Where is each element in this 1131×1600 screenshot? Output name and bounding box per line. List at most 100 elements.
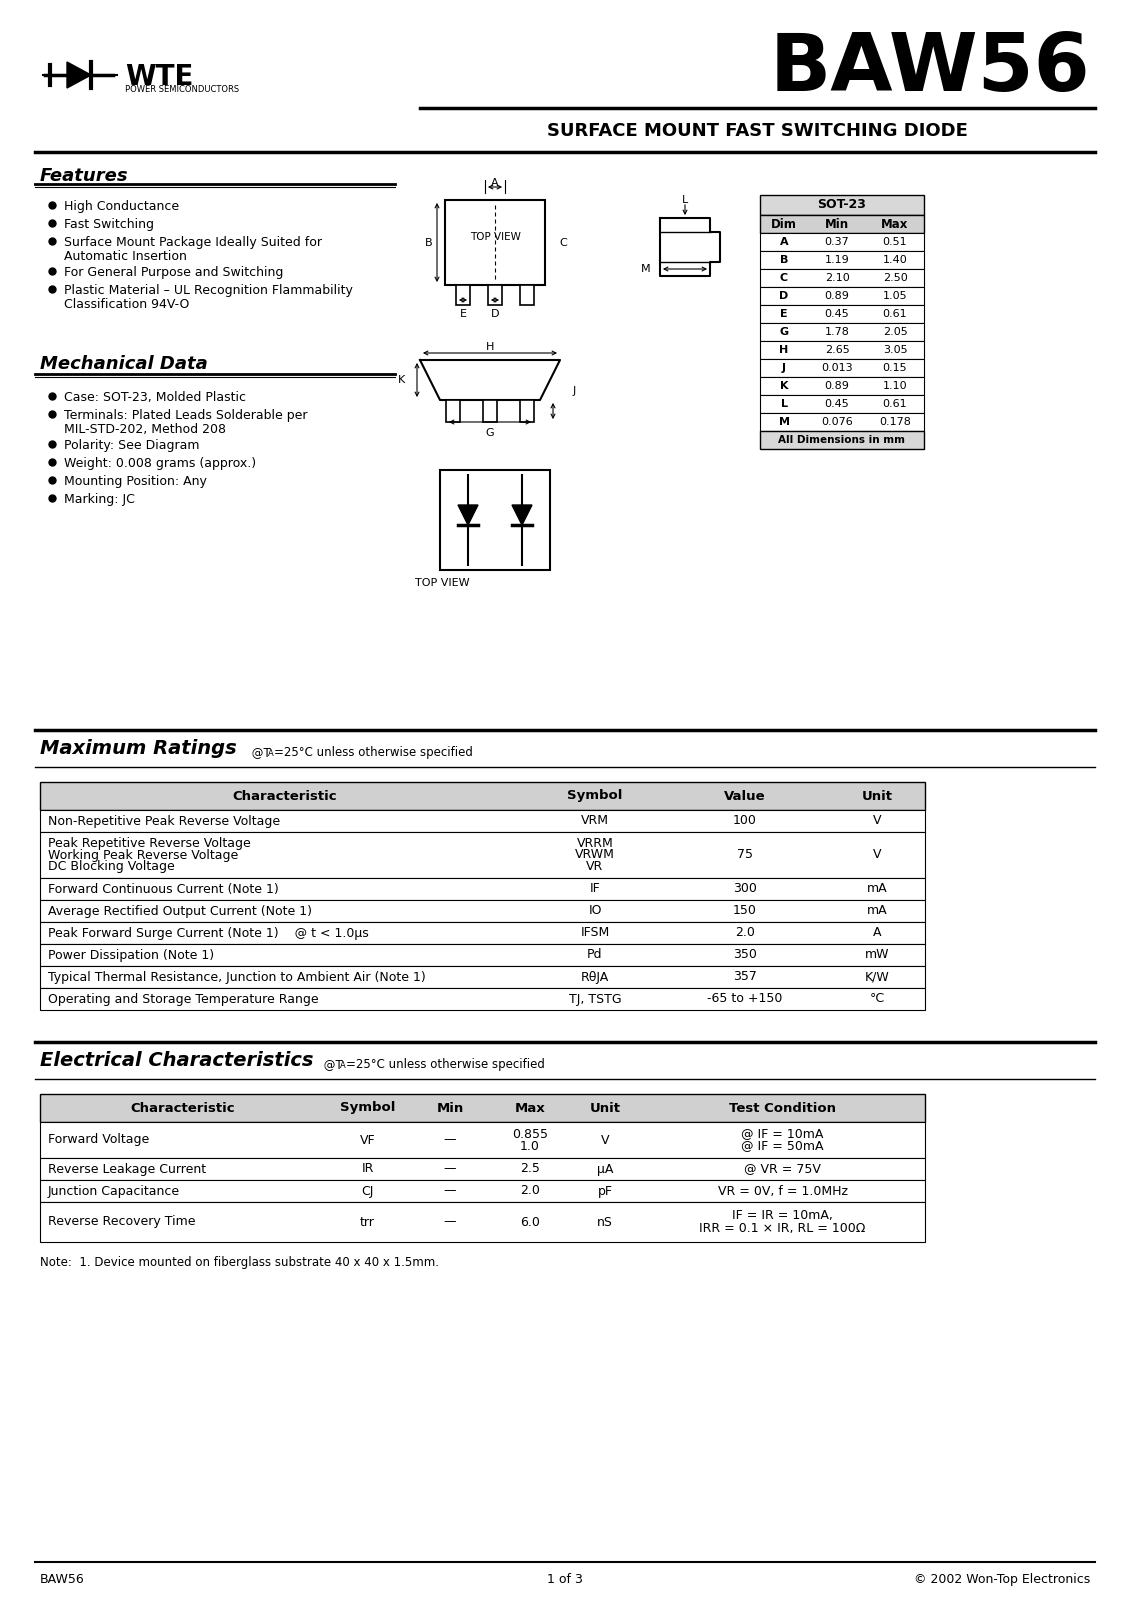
Text: 357: 357 xyxy=(733,971,757,984)
Text: V: V xyxy=(873,848,882,861)
Text: L: L xyxy=(780,398,787,410)
Bar xyxy=(440,470,550,570)
Bar xyxy=(760,358,924,378)
Text: BAW56: BAW56 xyxy=(40,1573,85,1586)
Text: 0.37: 0.37 xyxy=(824,237,849,246)
Text: DC Blocking Voltage: DC Blocking Voltage xyxy=(48,861,175,874)
Text: 0.45: 0.45 xyxy=(824,309,849,318)
Text: A: A xyxy=(873,926,882,939)
Text: mW: mW xyxy=(865,949,890,962)
Text: =25°C unless otherwise specified: =25°C unless otherwise specified xyxy=(274,746,473,758)
Text: —: — xyxy=(443,1133,456,1147)
Bar xyxy=(40,944,925,966)
Text: 1.10: 1.10 xyxy=(882,381,907,390)
Text: Terminals: Plated Leads Solderable per: Terminals: Plated Leads Solderable per xyxy=(64,410,308,422)
Bar xyxy=(40,1158,925,1181)
Text: 2.50: 2.50 xyxy=(882,274,907,283)
Bar xyxy=(487,285,502,306)
Text: IR: IR xyxy=(361,1163,373,1176)
Text: SURFACE MOUNT FAST SWITCHING DIODE: SURFACE MOUNT FAST SWITCHING DIODE xyxy=(546,122,967,141)
Bar xyxy=(760,413,924,430)
Text: 0.89: 0.89 xyxy=(824,291,849,301)
Text: 3.05: 3.05 xyxy=(882,346,907,355)
Text: 1.19: 1.19 xyxy=(824,254,849,266)
Text: G: G xyxy=(485,427,494,438)
Text: B: B xyxy=(425,238,433,248)
Text: 2.5: 2.5 xyxy=(520,1163,539,1176)
Text: SOT-23: SOT-23 xyxy=(818,198,866,211)
Text: A: A xyxy=(268,749,274,758)
Text: IFSM: IFSM xyxy=(580,926,610,939)
Text: IF: IF xyxy=(589,883,601,896)
Text: A: A xyxy=(491,178,499,187)
Bar xyxy=(40,1122,925,1158)
Text: °C: °C xyxy=(870,992,886,1005)
Text: 2.65: 2.65 xyxy=(824,346,849,355)
Text: POWER SEMICONDUCTORS: POWER SEMICONDUCTORS xyxy=(126,85,239,94)
Bar xyxy=(40,832,925,878)
Text: @ VR = 75V: @ VR = 75V xyxy=(744,1163,821,1176)
Text: Electrical Characteristics: Electrical Characteristics xyxy=(40,1051,313,1070)
Text: D: D xyxy=(779,291,788,301)
Text: V: V xyxy=(873,814,882,827)
Text: A: A xyxy=(779,237,788,246)
Text: Symbol: Symbol xyxy=(568,789,623,803)
Text: trr: trr xyxy=(360,1216,375,1229)
Text: Classification 94V-O: Classification 94V-O xyxy=(64,298,189,310)
Text: Features: Features xyxy=(40,166,129,186)
Text: Mounting Position: Any: Mounting Position: Any xyxy=(64,475,207,488)
Text: TJ, TSTG: TJ, TSTG xyxy=(569,992,621,1005)
Text: Fast Switching: Fast Switching xyxy=(64,218,154,230)
Polygon shape xyxy=(67,62,90,88)
Text: TOP VIEW: TOP VIEW xyxy=(469,232,520,243)
Bar xyxy=(760,341,924,358)
Bar xyxy=(446,400,460,422)
Bar xyxy=(760,430,924,450)
Text: 0.076: 0.076 xyxy=(821,418,853,427)
Text: 0.61: 0.61 xyxy=(882,309,907,318)
Text: Mechanical Data: Mechanical Data xyxy=(40,355,208,373)
Bar xyxy=(760,251,924,269)
Text: Min: Min xyxy=(437,1101,464,1115)
Text: 350: 350 xyxy=(733,949,757,962)
Text: 2.0: 2.0 xyxy=(735,926,754,939)
Bar xyxy=(760,214,924,234)
Text: 0.51: 0.51 xyxy=(882,237,907,246)
Bar xyxy=(40,1202,925,1242)
Text: 2.0: 2.0 xyxy=(520,1184,539,1197)
Text: 0.45: 0.45 xyxy=(824,398,849,410)
Text: H: H xyxy=(779,346,788,355)
Text: 0.15: 0.15 xyxy=(882,363,907,373)
Text: Forward Continuous Current (Note 1): Forward Continuous Current (Note 1) xyxy=(48,883,278,896)
Text: Reverse Recovery Time: Reverse Recovery Time xyxy=(48,1216,196,1229)
Text: VR = 0V, f = 1.0MHz: VR = 0V, f = 1.0MHz xyxy=(717,1184,847,1197)
Bar xyxy=(40,878,925,899)
Bar xyxy=(40,899,925,922)
Text: High Conductance: High Conductance xyxy=(64,200,179,213)
Text: IO: IO xyxy=(588,904,602,917)
Bar xyxy=(520,285,534,306)
Bar xyxy=(40,1094,925,1122)
Text: BAW56: BAW56 xyxy=(769,30,1090,109)
Text: -65 to +150: -65 to +150 xyxy=(707,992,783,1005)
Text: Average Rectified Output Current (Note 1): Average Rectified Output Current (Note 1… xyxy=(48,904,312,917)
Text: Working Peak Reverse Voltage: Working Peak Reverse Voltage xyxy=(48,848,239,861)
Text: B: B xyxy=(779,254,788,266)
Text: © 2002 Won-Top Electronics: © 2002 Won-Top Electronics xyxy=(914,1573,1090,1586)
Text: 2.05: 2.05 xyxy=(882,326,907,338)
Text: Symbol: Symbol xyxy=(339,1101,395,1115)
Text: WTE: WTE xyxy=(126,62,193,91)
Text: Value: Value xyxy=(724,789,766,803)
Bar xyxy=(444,200,545,285)
Text: 75: 75 xyxy=(737,848,753,861)
Polygon shape xyxy=(512,506,532,525)
Text: Automatic Insertion: Automatic Insertion xyxy=(64,250,187,262)
Text: Max: Max xyxy=(881,218,908,230)
Text: 0.013: 0.013 xyxy=(821,363,853,373)
Text: IF = IR = 10mA,: IF = IR = 10mA, xyxy=(732,1210,832,1222)
Text: RθJA: RθJA xyxy=(581,971,610,984)
Text: Note:  1. Device mounted on fiberglass substrate 40 x 40 x 1.5mm.: Note: 1. Device mounted on fiberglass su… xyxy=(40,1256,439,1269)
Text: 6.0: 6.0 xyxy=(520,1216,539,1229)
Text: —: — xyxy=(443,1216,456,1229)
Text: Marking: JC: Marking: JC xyxy=(64,493,135,506)
